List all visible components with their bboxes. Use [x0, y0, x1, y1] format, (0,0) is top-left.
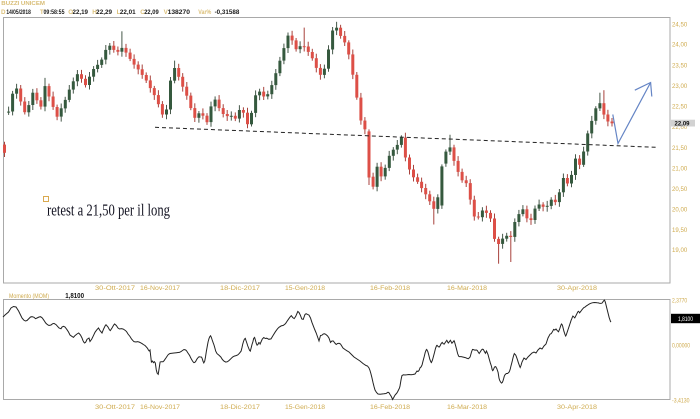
svg-text:22,09: 22,09: [144, 9, 159, 16]
svg-text:16-Nov-2017: 16-Nov-2017: [140, 405, 181, 411]
svg-text:23,50: 23,50: [672, 62, 688, 69]
svg-text:20,50: 20,50: [672, 186, 688, 193]
svg-text:24,00: 24,00: [672, 42, 688, 49]
svg-text:21,00: 21,00: [672, 165, 688, 172]
svg-text:16-Mar-2018: 16-Mar-2018: [447, 286, 488, 292]
svg-text:Var%: Var%: [198, 9, 211, 16]
svg-text:22,50: 22,50: [672, 104, 688, 111]
svg-text:18-Dic-2017: 18-Dic-2017: [220, 405, 261, 411]
svg-text:138270: 138270: [168, 9, 191, 16]
svg-text:22,01: 22,01: [120, 9, 136, 16]
svg-text:30-Ott-2017: 30-Ott-2017: [95, 405, 136, 411]
svg-text:22,00: 22,00: [672, 124, 688, 131]
svg-text:C: C: [140, 9, 145, 16]
svg-text:16-Nov-2017: 16-Nov-2017: [140, 286, 181, 292]
svg-text:19,50: 19,50: [672, 227, 688, 234]
svg-text:2,3770: 2,3770: [672, 297, 688, 304]
svg-text:24,50: 24,50: [672, 22, 688, 29]
svg-text:16-Feb-2018: 16-Feb-2018: [370, 286, 411, 292]
svg-text:14/05/2018: 14/05/2018: [6, 9, 31, 16]
svg-text:30-Apr-2018: 30-Apr-2018: [557, 405, 598, 411]
svg-text:O: O: [68, 9, 73, 16]
svg-text:retest a 21,50 per il long: retest a 21,50 per il long: [47, 201, 170, 220]
svg-text:1,8100: 1,8100: [65, 293, 84, 300]
svg-text:V: V: [164, 9, 169, 16]
svg-text:18-Dic-2017: 18-Dic-2017: [220, 286, 261, 292]
svg-text:15-Gen-2018: 15-Gen-2018: [285, 286, 326, 292]
svg-text:23,00: 23,00: [672, 83, 688, 90]
svg-text:22,29: 22,29: [96, 9, 112, 16]
svg-text:22,09: 22,09: [675, 121, 690, 128]
svg-text:19,00: 19,00: [672, 247, 688, 254]
svg-text:20,00: 20,00: [672, 206, 688, 213]
svg-text:16-Feb-2018: 16-Feb-2018: [370, 405, 411, 411]
svg-text:22,19: 22,19: [73, 9, 89, 16]
svg-text:15-Gen-2018: 15-Gen-2018: [285, 405, 326, 411]
svg-text:-3,4130: -3,4130: [672, 398, 690, 405]
svg-text:1,8100: 1,8100: [678, 316, 693, 323]
svg-text:-0,31588: -0,31588: [215, 9, 240, 16]
svg-text:0,00000: 0,00000: [672, 343, 690, 350]
svg-text:30-Apr-2018: 30-Apr-2018: [557, 286, 598, 292]
svg-text:09:58:55: 09:58:55: [44, 9, 65, 16]
svg-text:H: H: [92, 9, 97, 16]
svg-text:D: D: [1, 9, 6, 16]
svg-text:T: T: [40, 9, 44, 16]
svg-text:Momento (MOM): Momento (MOM): [9, 293, 49, 300]
svg-text:BUZZI UNICEM: BUZZI UNICEM: [1, 1, 45, 7]
svg-text:30-Ott-2017: 30-Ott-2017: [95, 286, 136, 292]
svg-text:16-Mar-2018: 16-Mar-2018: [447, 405, 488, 411]
svg-text:21,50: 21,50: [672, 145, 688, 152]
svg-text:L: L: [117, 9, 121, 16]
